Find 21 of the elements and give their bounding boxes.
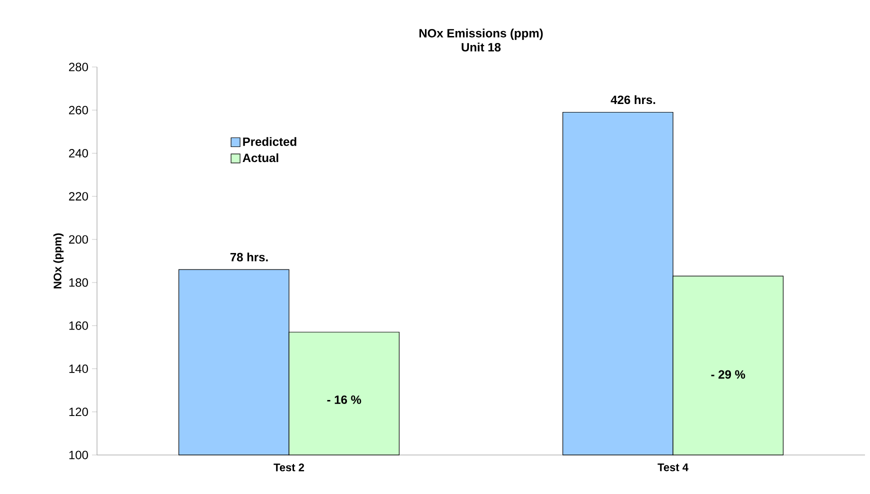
annotation: - 16 % — [327, 395, 362, 404]
y-tick-label: 220 — [69, 192, 88, 201]
y-tick-label: 120 — [69, 408, 88, 416]
y-tick-label: 140 — [69, 364, 88, 374]
chart-subtitle: Unit 18 — [462, 42, 501, 52]
legend-label: Actual — [242, 153, 278, 162]
annotation: - 29 % — [711, 370, 746, 379]
y-tick-label: 160 — [69, 321, 88, 330]
y-tick-label: 100 — [69, 450, 88, 460]
y-tick-label: 180 — [69, 278, 88, 287]
y-tick-label: 280 — [69, 62, 88, 72]
x-tick-label: Test 2 — [274, 464, 304, 472]
y-tick-label: 260 — [69, 106, 88, 114]
annotation: 426 hrs. — [610, 95, 656, 104]
y-tick-label: 200 — [69, 235, 88, 244]
y-tick-label: 240 — [69, 148, 88, 158]
y-axis-title: NOx (ppm) — [53, 233, 64, 288]
legend-label: Predicted — [243, 137, 296, 146]
chart-title: NOx Emissions (ppm) — [419, 28, 543, 40]
annotation: 78 hrs. — [230, 252, 268, 262]
x-tick-label: Test 4 — [658, 464, 688, 472]
